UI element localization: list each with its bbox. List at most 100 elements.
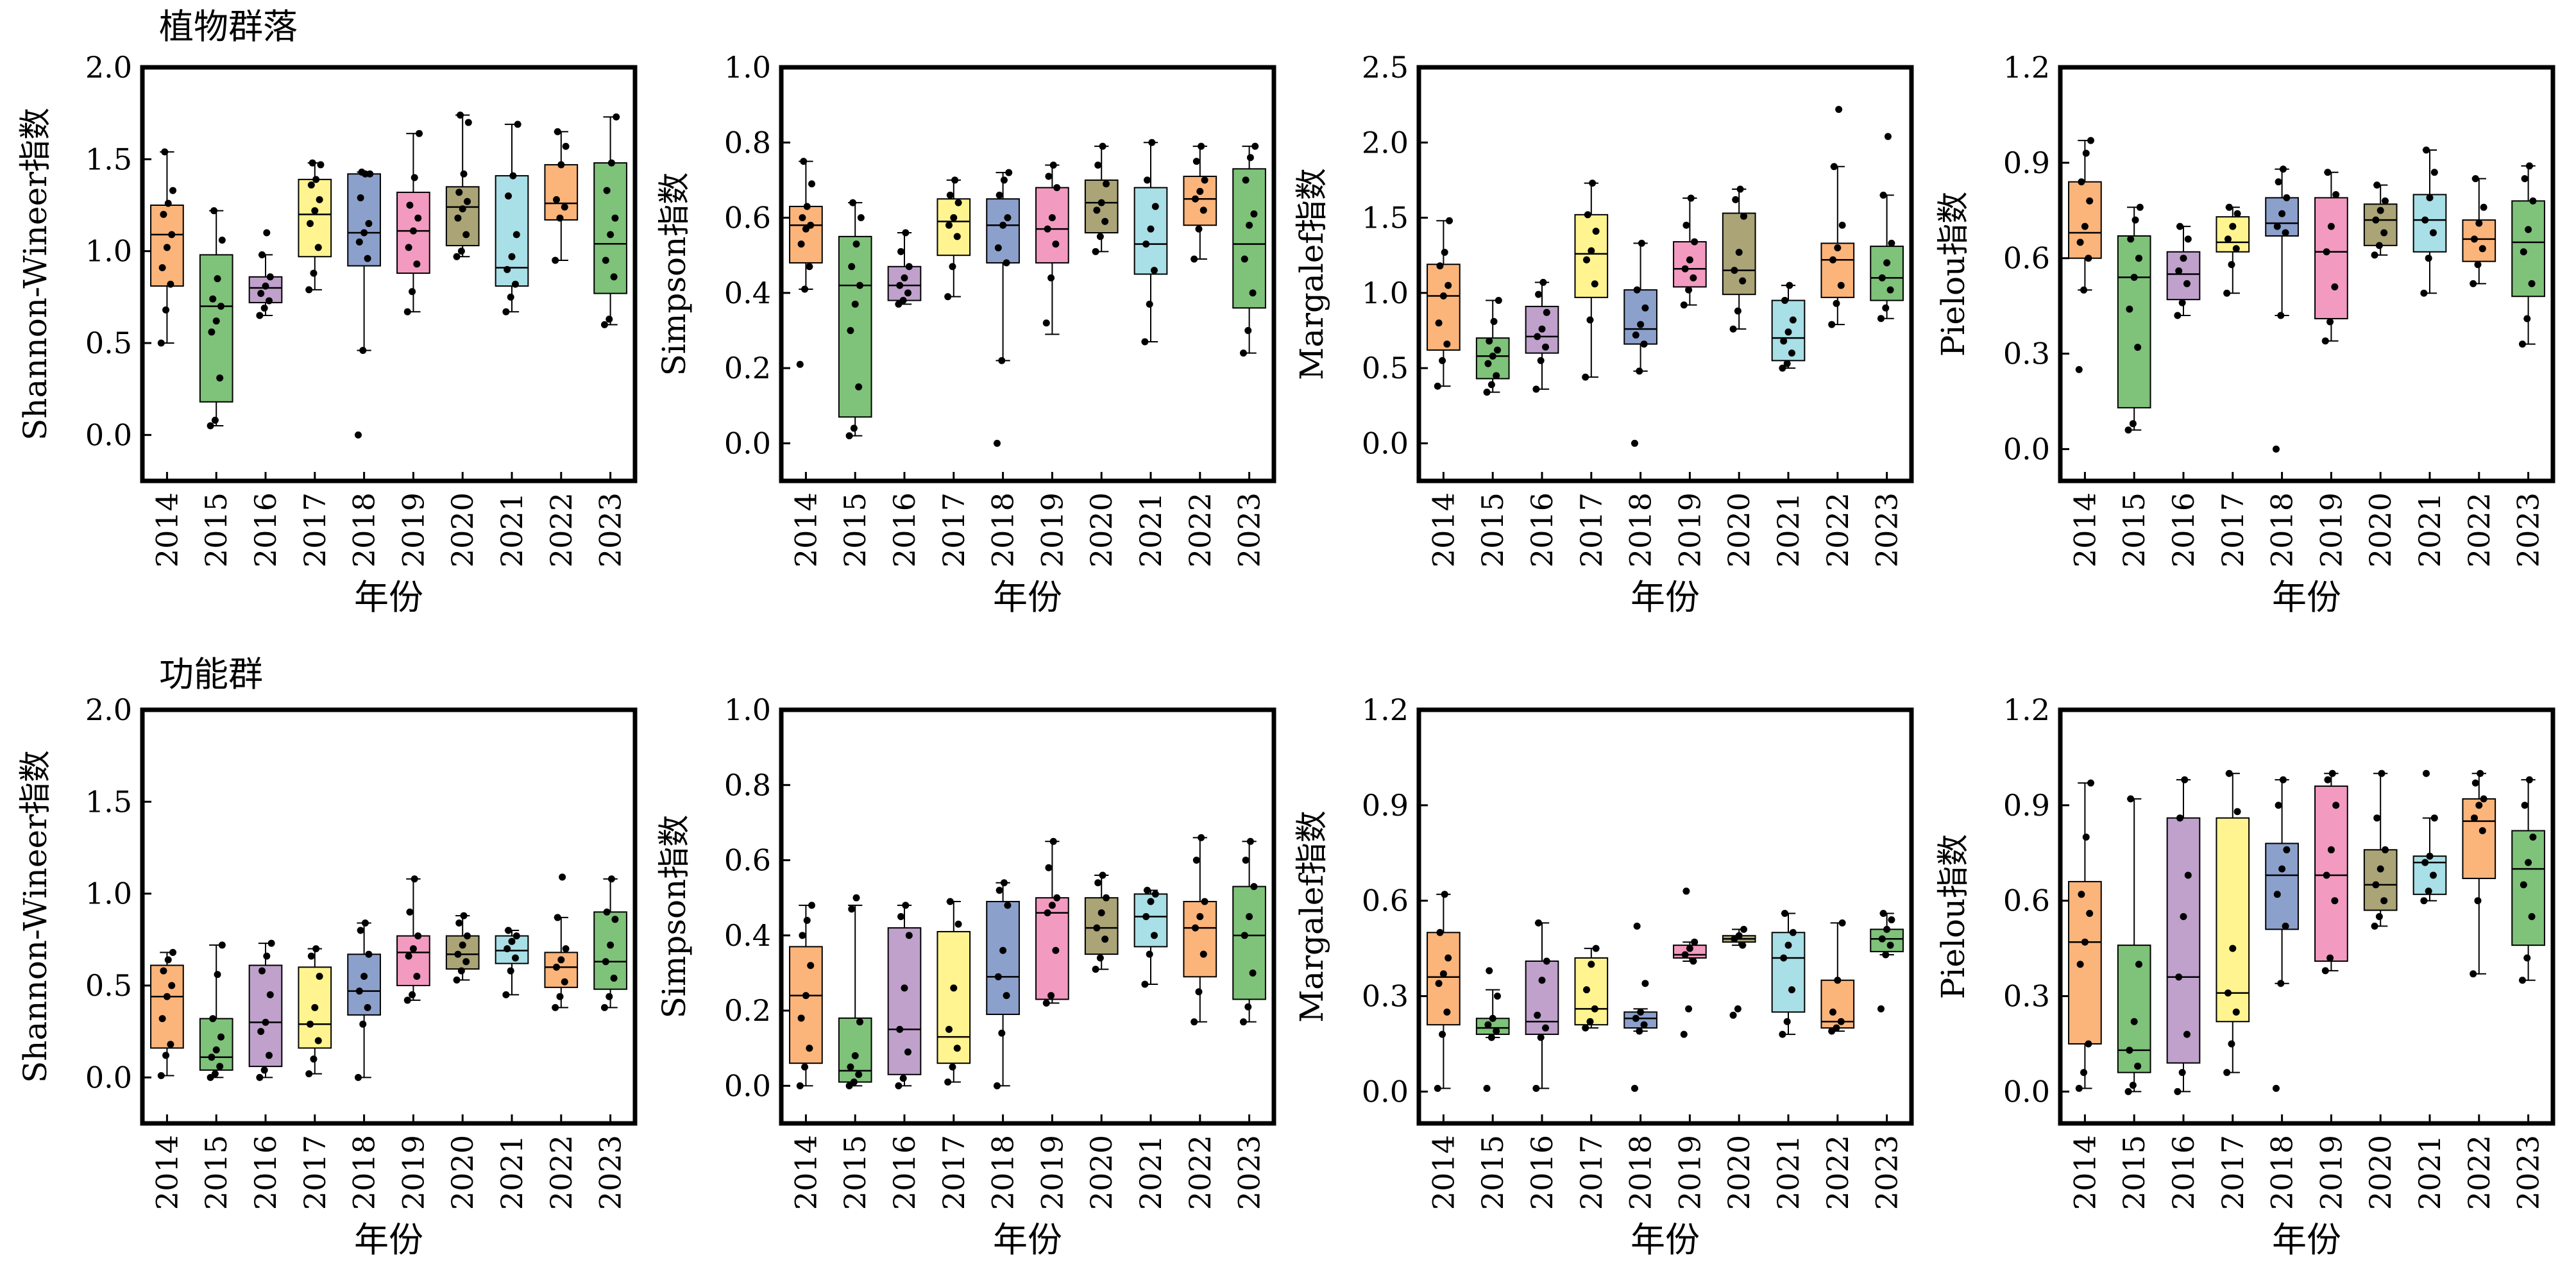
box-2022 xyxy=(1820,106,1855,328)
data-point xyxy=(1434,382,1441,390)
data-point xyxy=(1042,999,1050,1007)
y-tick-label: 0.4 xyxy=(724,276,771,310)
data-point xyxy=(2275,178,2282,186)
x-tick-label: 2019 xyxy=(1035,1135,1069,1210)
data-point xyxy=(307,1020,314,1028)
data-point xyxy=(314,244,322,251)
x-tick-label: 2015 xyxy=(838,492,872,567)
data-point xyxy=(1687,194,1695,202)
data-point xyxy=(1092,248,1099,255)
box-2016 xyxy=(2166,776,2201,1095)
data-point xyxy=(561,203,568,211)
data-point xyxy=(1833,299,1840,307)
box-iqr xyxy=(396,935,430,986)
data-point xyxy=(2326,954,2334,962)
data-point xyxy=(2275,802,2282,809)
data-point xyxy=(2372,881,2380,889)
data-point xyxy=(2278,865,2286,873)
data-point xyxy=(413,260,421,268)
box-iqr xyxy=(2462,219,2496,262)
data-point xyxy=(354,1073,362,1081)
data-point xyxy=(514,121,521,128)
y-axis-label: Pielou指数 xyxy=(1935,834,1972,1000)
data-point xyxy=(454,950,462,958)
data-point xyxy=(897,913,905,920)
x-tick-label: 2022 xyxy=(1820,1135,1855,1210)
y-tick-label: 1.0 xyxy=(724,50,771,85)
data-point xyxy=(455,919,463,927)
x-tick-label: 2019 xyxy=(1672,1135,1707,1210)
data-point xyxy=(310,269,318,277)
data-point xyxy=(1246,154,1254,162)
data-point xyxy=(945,221,953,229)
data-point xyxy=(1045,172,1053,180)
data-point xyxy=(2224,989,2232,997)
data-point xyxy=(1250,883,1258,891)
data-point xyxy=(2229,944,2237,952)
y-tick-label: 1.2 xyxy=(2003,693,2050,727)
x-tick-label: 2021 xyxy=(495,1135,529,1210)
box-iqr xyxy=(2314,785,2348,962)
box-iqr xyxy=(1084,179,1119,233)
data-point xyxy=(2272,445,2280,453)
data-point xyxy=(1092,966,1099,973)
data-point xyxy=(2174,312,2182,319)
data-point xyxy=(2129,420,2137,428)
y-tick-label: 0.0 xyxy=(1362,1074,1409,1109)
box-iqr xyxy=(936,930,971,1064)
data-point xyxy=(1686,256,1693,264)
box-iqr xyxy=(1232,886,1266,1000)
data-point xyxy=(2081,222,2089,230)
data-point xyxy=(1789,928,1797,936)
data-point xyxy=(1783,360,1791,367)
data-point xyxy=(808,902,816,909)
data-point xyxy=(2129,1081,2137,1089)
data-point xyxy=(2321,337,2329,345)
data-point xyxy=(2375,913,2383,920)
data-point xyxy=(556,214,564,222)
data-point xyxy=(606,993,613,1000)
x-tick-label: 2014 xyxy=(149,492,184,567)
data-point xyxy=(463,932,471,940)
x-tick-label: 2015 xyxy=(1475,1135,1510,1210)
data-point xyxy=(218,941,226,949)
data-point xyxy=(2372,216,2380,224)
data-point xyxy=(2124,426,2132,434)
data-point xyxy=(1631,439,1638,447)
data-point xyxy=(2324,776,2332,784)
x-tick-label: 2022 xyxy=(1820,492,1855,567)
data-point xyxy=(2380,229,2388,237)
data-point xyxy=(1246,913,1253,920)
data-point xyxy=(1049,837,1057,845)
data-point xyxy=(1201,898,1208,905)
data-point xyxy=(507,293,514,301)
data-point xyxy=(1538,325,1546,333)
data-point xyxy=(856,1018,863,1026)
data-point xyxy=(953,233,961,240)
data-point xyxy=(265,1052,273,1059)
plot-frame xyxy=(140,707,638,1126)
x-tick-label: 2015 xyxy=(199,492,233,567)
data-point xyxy=(2430,169,2438,176)
data-point xyxy=(1147,225,1155,233)
box-2014 xyxy=(150,948,184,1079)
box-2022 xyxy=(544,873,579,1011)
data-point xyxy=(2080,286,2088,294)
box-2022 xyxy=(1183,834,1217,1026)
data-point xyxy=(1740,212,1747,220)
data-point xyxy=(1000,176,1008,184)
data-point xyxy=(1042,319,1050,327)
data-point xyxy=(1201,176,1208,184)
data-point xyxy=(364,1003,371,1011)
data-point xyxy=(1686,944,1693,952)
data-point xyxy=(2078,178,2085,186)
data-point xyxy=(411,875,418,883)
row-title-plant-community: 植物群落 xyxy=(159,6,298,47)
x-tick-label: 2019 xyxy=(2314,492,2348,567)
data-point xyxy=(2523,954,2531,962)
data-point xyxy=(1534,1011,1541,1019)
data-point xyxy=(1632,331,1640,339)
data-point xyxy=(209,295,217,303)
data-point xyxy=(849,199,857,206)
x-tick-label: 2014 xyxy=(2067,1135,2102,1210)
